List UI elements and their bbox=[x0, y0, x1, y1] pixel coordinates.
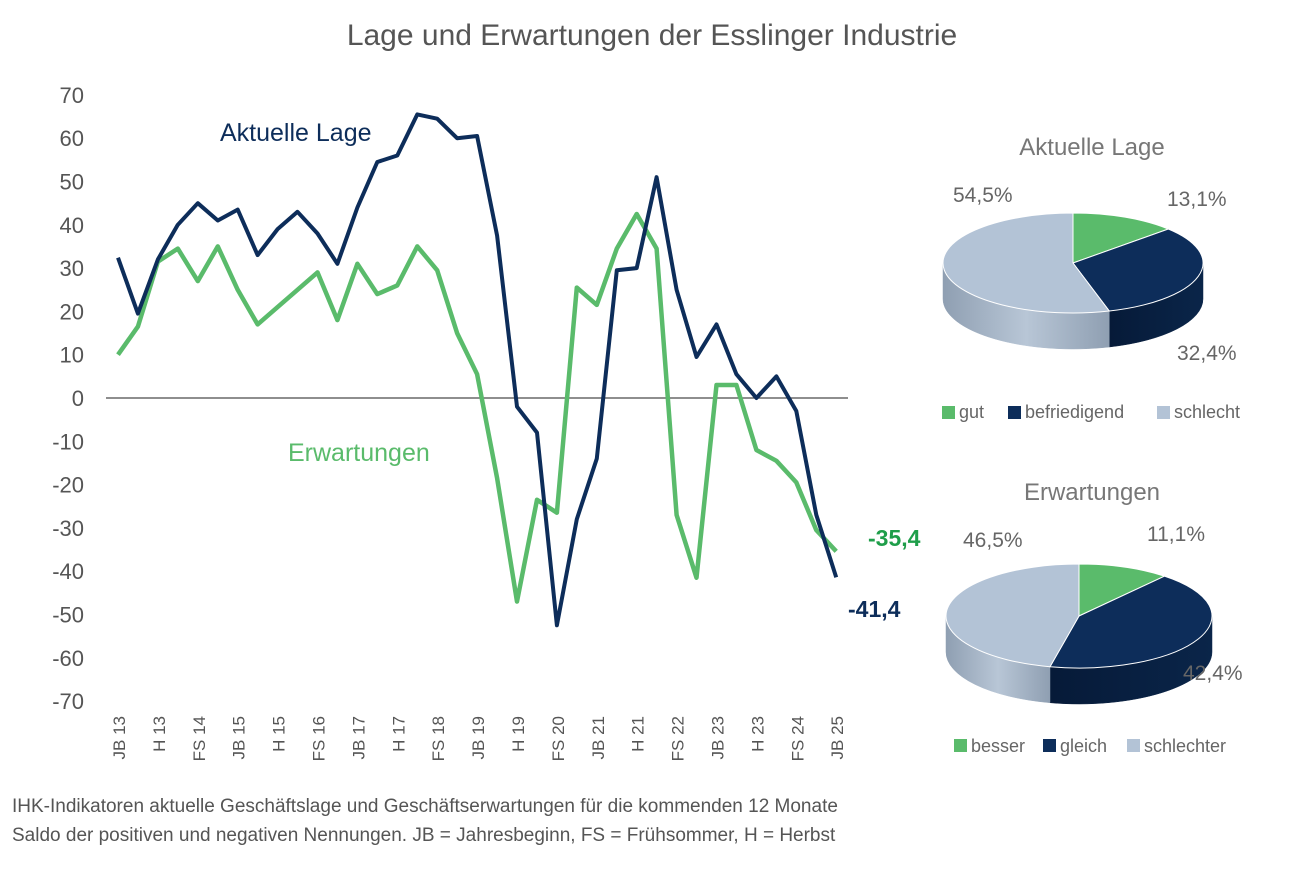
pie-slice-gut bbox=[1072, 212, 1170, 264]
legend-label-befriedigend: befriedigend bbox=[1025, 402, 1124, 422]
pie-chart-aktuelle-lage: Aktuelle Lage 13,1% 32,4% 54,5% gut befr… bbox=[942, 134, 1240, 422]
pie-body-aktuelle-lage bbox=[942, 212, 1204, 350]
pie-value-label-gut: 13,1% bbox=[1167, 188, 1227, 211]
legend-swatch-gleich bbox=[1043, 739, 1056, 752]
pie-body-erwartungen bbox=[945, 563, 1213, 705]
pie-value-label-gleich: 42,4% bbox=[1183, 662, 1243, 685]
pie-chart-erwartungen: Erwartungen 11,1% 42,4% 46,5% besser gle… bbox=[945, 479, 1243, 756]
y-axis-ticks: 70 60 50 40 30 20 10 0 -10 -20 -30 -40 -50 -60 -70 bbox=[52, 83, 84, 714]
x-tick-label: FS 20 bbox=[549, 716, 568, 761]
x-tick-label: FS 14 bbox=[190, 716, 209, 761]
pie-slice-gleich bbox=[1049, 575, 1213, 669]
chart-title: Lage und Erwartungen der Esslinger Indus… bbox=[347, 19, 957, 52]
y-tick-label: 60 bbox=[60, 126, 84, 151]
y-tick-label: -20 bbox=[52, 473, 84, 498]
x-tick-label: FS 18 bbox=[429, 716, 448, 761]
x-tick-label: FS 22 bbox=[669, 716, 688, 761]
x-tick-label: FS 16 bbox=[310, 716, 329, 761]
y-tick-label: 30 bbox=[60, 256, 84, 281]
pie-value-label-schlecht: 54,5% bbox=[953, 184, 1013, 207]
legend-swatch-schlechter bbox=[1127, 739, 1140, 752]
x-tick-label: JB 25 bbox=[828, 716, 847, 759]
x-tick-label: H 13 bbox=[150, 716, 169, 752]
series-line-erwartungen bbox=[116, 211, 838, 604]
x-tick-label: H 23 bbox=[748, 716, 767, 752]
y-tick-label: -10 bbox=[52, 429, 84, 454]
pie-legend-erwartungen: besser gleich schlechter bbox=[954, 736, 1226, 756]
x-tick-label: JB 19 bbox=[469, 716, 488, 759]
footnote-line-2: Saldo der positiven und negativen Nennun… bbox=[12, 825, 836, 846]
y-tick-label: -70 bbox=[52, 689, 84, 714]
legend-label-gut: gut bbox=[959, 402, 984, 422]
legend-label-besser: besser bbox=[971, 736, 1025, 756]
legend-swatch-schlecht bbox=[1157, 406, 1170, 419]
legend-label-gleich: gleich bbox=[1060, 736, 1107, 756]
pie-legend-aktuelle-lage: gut befriedigend schlecht bbox=[942, 402, 1240, 422]
x-tick-label: JB 13 bbox=[110, 716, 129, 759]
pie-slice-schlechter bbox=[945, 563, 1080, 668]
legend-swatch-befriedigend bbox=[1008, 406, 1021, 419]
y-tick-label: 20 bbox=[60, 299, 84, 324]
legend-label-schlechter: schlechter bbox=[1144, 736, 1226, 756]
y-tick-label: -50 bbox=[52, 603, 84, 628]
y-tick-label: 10 bbox=[60, 343, 84, 368]
pie-value-label-befriedigend: 32,4% bbox=[1177, 342, 1237, 365]
x-tick-label: H 19 bbox=[509, 716, 528, 752]
end-label-erwartungen: -35,4 bbox=[868, 525, 921, 551]
pie-value-label-schlechter: 46,5% bbox=[963, 529, 1023, 552]
x-tick-label: H 15 bbox=[270, 716, 289, 752]
x-tick-label: H 17 bbox=[389, 716, 408, 752]
y-tick-label: 40 bbox=[60, 213, 84, 238]
legend-swatch-gut bbox=[942, 406, 955, 419]
x-axis-ticks: JB 13 H 13 FS 14 JB 15 H 15 FS 16 JB 17 H 17 FS … bbox=[110, 716, 847, 761]
footnote-line-1: IHK-Indikatoren aktuelle Geschäftslage u… bbox=[12, 796, 838, 817]
legend-swatch-besser bbox=[954, 739, 967, 752]
y-tick-label: 0 bbox=[72, 386, 84, 411]
series-line-aktuelle-lage bbox=[116, 112, 839, 628]
x-tick-label: H 21 bbox=[629, 716, 648, 752]
pie-title-aktuelle-lage: Aktuelle Lage bbox=[1019, 134, 1164, 161]
pie-slice-befriedigend bbox=[1072, 228, 1204, 312]
x-tick-label: JB 17 bbox=[349, 716, 368, 759]
x-tick-label: JB 21 bbox=[589, 716, 608, 759]
y-tick-label: -30 bbox=[52, 516, 84, 541]
pie-slice-schlecht bbox=[942, 212, 1111, 314]
series-label-aktuelle-lage: Aktuelle Lage bbox=[220, 119, 372, 147]
end-label-aktuelle-lage: -41,4 bbox=[848, 596, 901, 622]
y-tick-label: -60 bbox=[52, 646, 84, 671]
y-tick-label: 50 bbox=[60, 170, 84, 195]
x-tick-label: JB 23 bbox=[709, 716, 728, 759]
legend-label-schlecht: schlecht bbox=[1174, 402, 1240, 422]
x-tick-label: JB 15 bbox=[230, 716, 249, 759]
y-tick-label: -40 bbox=[52, 559, 84, 584]
pie-value-label-besser: 11,1% bbox=[1147, 523, 1205, 546]
series-label-erwartungen: Erwartungen bbox=[288, 439, 430, 467]
pie-title-erwartungen: Erwartungen bbox=[1024, 479, 1160, 506]
y-tick-label: 70 bbox=[60, 83, 84, 108]
x-tick-label: FS 24 bbox=[788, 716, 807, 761]
line-chart: 70 60 50 40 30 20 10 0 -10 -20 -30 -40 -50 -60 -70 JB … bbox=[52, 83, 920, 761]
pie-slice-besser bbox=[1078, 563, 1166, 617]
